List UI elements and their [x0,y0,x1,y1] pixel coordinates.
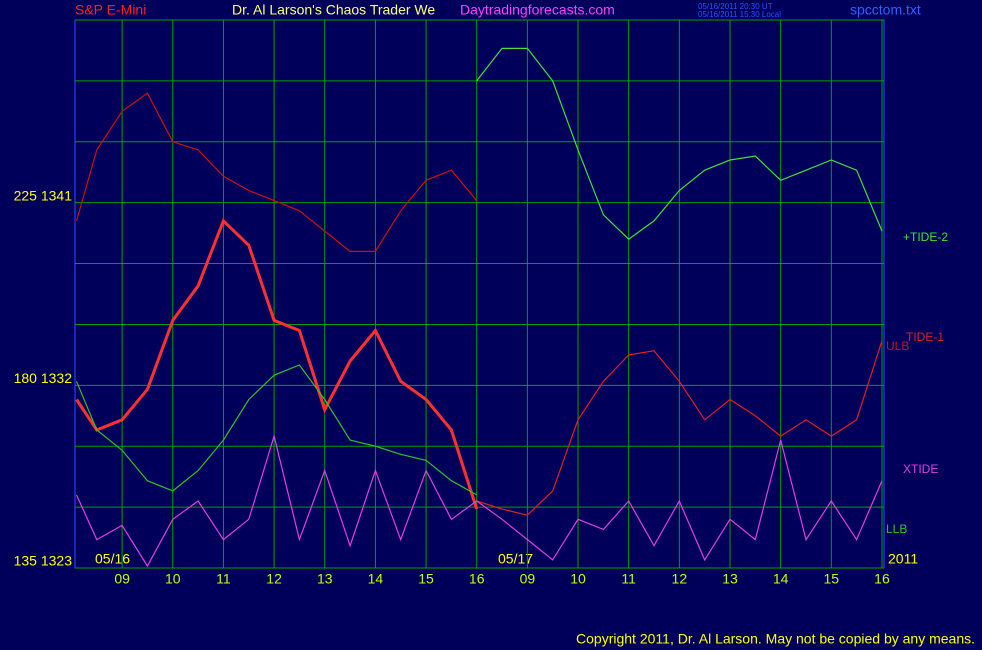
x-tick-label: 11 [621,571,636,587]
file-name: spcctom.txt [850,2,921,18]
x-tick-label: 15 [418,571,434,587]
date-label: 05/16 [95,551,130,567]
date-label: 2011 [888,551,918,567]
timestamp-ut: 05/16/2011 20:30 UT [698,2,773,11]
x-tick-label: 15 [824,571,840,587]
chart-title: S&P E-Mini [75,2,146,18]
x-tick-label: 13 [722,571,738,587]
timestamp-local: 05/16/2011 15:30 Local [698,10,781,19]
series-line [75,364,477,496]
date-label: 05/17 [498,551,533,567]
site: Daytradingforecasts.com [460,2,615,18]
series-line [476,340,883,516]
series-line [75,92,478,252]
x-tick-label: 12 [672,571,688,587]
x-tick-label: 10 [570,571,586,587]
x-tick-label: 12 [266,571,282,587]
y-tick-label: 135 1323 [14,553,73,569]
series-line [476,47,883,240]
copyright: Copyright 2011, Dr. Al Larson. May not b… [576,631,975,647]
series-label: LLB [886,522,907,536]
y-tick-label: 225 1341 [14,187,73,203]
x-tick-label: 09 [520,571,536,587]
x-tick-label: 16 [469,571,485,587]
series-label: +TIDE-2 [903,230,948,244]
y-tick-label: 180 1332 [14,370,73,386]
x-tick-label: 09 [114,571,130,587]
series-label: XTIDE [903,462,938,476]
x-tick-label: 14 [773,571,789,587]
series-line [75,218,479,510]
x-tick-label: 16 [874,571,890,587]
series-line [75,433,883,568]
x-tick-label: 11 [216,571,231,587]
chart-subtitle: Dr. Al Larson's Chaos Trader We [232,2,435,18]
series-label: TIDE-1 [906,330,944,344]
x-tick-label: 14 [368,571,384,587]
x-tick-label: 10 [165,571,181,587]
x-tick-label: 13 [317,571,333,587]
series-label: ULB [886,339,909,353]
